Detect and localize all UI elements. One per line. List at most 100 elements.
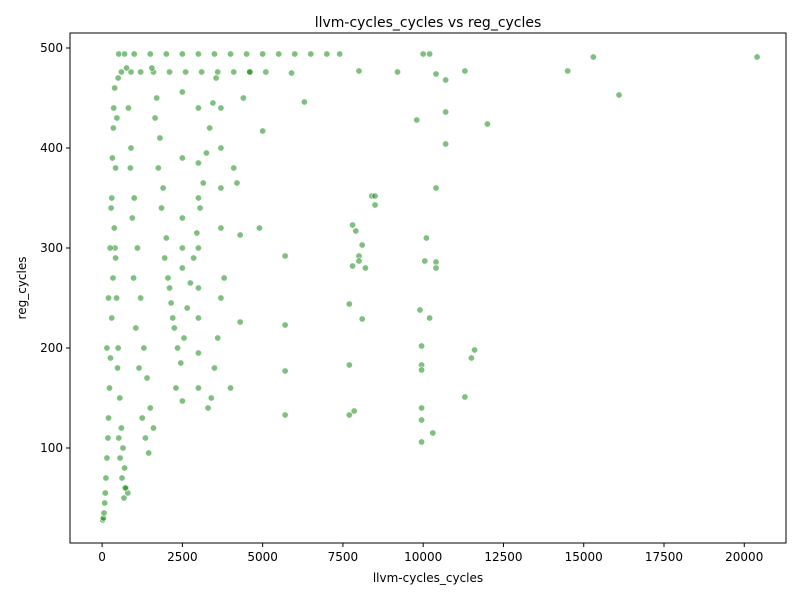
data-point xyxy=(419,50,427,58)
data-point xyxy=(323,50,331,58)
data-point xyxy=(345,411,353,419)
data-point xyxy=(109,124,117,132)
data-point xyxy=(421,257,429,265)
data-point xyxy=(281,367,289,375)
data-point xyxy=(483,120,491,128)
data-point xyxy=(217,184,225,192)
data-point xyxy=(177,359,185,367)
data-point xyxy=(143,374,151,382)
data-point xyxy=(615,91,623,99)
data-point xyxy=(230,68,238,76)
data-point xyxy=(281,411,289,419)
data-point xyxy=(352,227,360,235)
x-tick-label: 20000 xyxy=(725,550,763,564)
data-point xyxy=(110,224,118,232)
data-point xyxy=(114,364,122,372)
data-point xyxy=(161,254,169,262)
data-point xyxy=(137,294,145,302)
x-axis: 0 2500 5000 7500 10000 12500 15000 17500 20000 xyxy=(98,543,763,564)
data-point xyxy=(138,414,146,422)
data-point xyxy=(355,67,363,75)
data-point xyxy=(117,68,125,76)
data-point xyxy=(210,364,218,372)
data-point xyxy=(130,274,138,282)
y-tick-label: 200 xyxy=(40,341,63,355)
data-point xyxy=(255,224,263,232)
data-point xyxy=(148,64,156,72)
data-point xyxy=(194,104,202,112)
data-point xyxy=(196,204,204,212)
data-point xyxy=(127,144,135,152)
data-point xyxy=(194,384,202,392)
data-point xyxy=(288,69,296,77)
data-point xyxy=(418,342,426,350)
data-point xyxy=(361,264,369,272)
data-point xyxy=(300,98,308,106)
data-point xyxy=(108,154,116,162)
data-point xyxy=(227,384,235,392)
data-point xyxy=(275,50,283,58)
data-point xyxy=(132,324,140,332)
data-point xyxy=(130,50,138,58)
data-point xyxy=(172,384,180,392)
data-point xyxy=(236,231,244,239)
y-tick-label: 500 xyxy=(40,41,63,55)
data-point xyxy=(358,315,366,323)
data-point xyxy=(123,64,131,72)
data-point xyxy=(426,314,434,322)
data-point xyxy=(162,234,170,242)
data-point xyxy=(145,449,153,457)
data-point xyxy=(194,50,202,58)
data-point xyxy=(291,50,299,58)
data-point xyxy=(105,384,113,392)
points-layer xyxy=(99,50,761,524)
data-point xyxy=(146,50,154,58)
data-point xyxy=(116,454,124,462)
x-tick-label: 5000 xyxy=(247,550,278,564)
data-point xyxy=(178,244,186,252)
data-point xyxy=(178,88,186,96)
data-point xyxy=(105,414,113,422)
data-point xyxy=(193,229,201,237)
data-point xyxy=(133,244,141,252)
data-point xyxy=(442,108,450,116)
data-point xyxy=(426,50,434,58)
data-point xyxy=(262,68,270,76)
data-point xyxy=(178,397,186,405)
data-point xyxy=(100,509,108,517)
data-point xyxy=(180,334,188,342)
data-point xyxy=(217,224,225,232)
data-point xyxy=(432,258,440,266)
data-point xyxy=(140,344,148,352)
data-point xyxy=(178,154,186,162)
data-point xyxy=(194,159,202,167)
data-point xyxy=(101,499,109,507)
data-point xyxy=(239,94,247,102)
data-point xyxy=(101,489,109,497)
data-point xyxy=(114,344,122,352)
data-point xyxy=(345,300,353,308)
data-point xyxy=(418,438,426,446)
data-point xyxy=(126,164,134,172)
data-point xyxy=(217,144,225,152)
data-point xyxy=(116,394,124,402)
data-point xyxy=(108,314,116,322)
data-point xyxy=(104,434,112,442)
x-tick-label: 2500 xyxy=(167,550,198,564)
data-point xyxy=(124,104,132,112)
x-tick-label: 0 xyxy=(98,550,106,564)
data-point xyxy=(117,424,125,432)
data-point xyxy=(371,192,379,200)
data-point xyxy=(355,257,363,265)
data-point xyxy=(170,324,178,332)
data-point xyxy=(206,124,214,132)
data-point xyxy=(220,274,228,282)
data-point xyxy=(214,68,222,76)
data-point xyxy=(432,264,440,272)
data-point xyxy=(194,194,202,202)
data-point xyxy=(119,444,127,452)
data-point xyxy=(442,76,450,84)
data-point xyxy=(349,262,357,270)
data-point xyxy=(243,50,251,58)
